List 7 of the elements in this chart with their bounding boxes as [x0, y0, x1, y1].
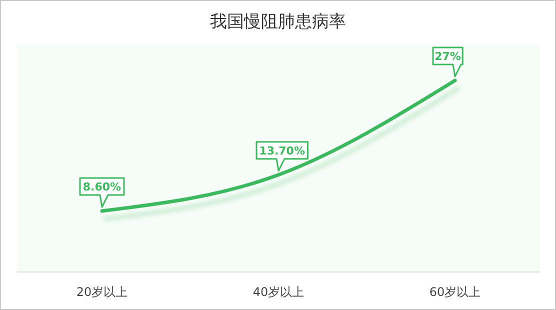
- data-label: 13.70%: [259, 144, 306, 158]
- data-label: 8.60%: [82, 180, 122, 194]
- chart-title: 我国慢阻肺患病率: [210, 12, 346, 32]
- x-tick-label: 60岁以上: [429, 285, 481, 299]
- data-label: 27%: [434, 50, 461, 63]
- x-tick-label: 40岁以上: [252, 285, 304, 299]
- x-tick-label: 20岁以上: [76, 285, 128, 299]
